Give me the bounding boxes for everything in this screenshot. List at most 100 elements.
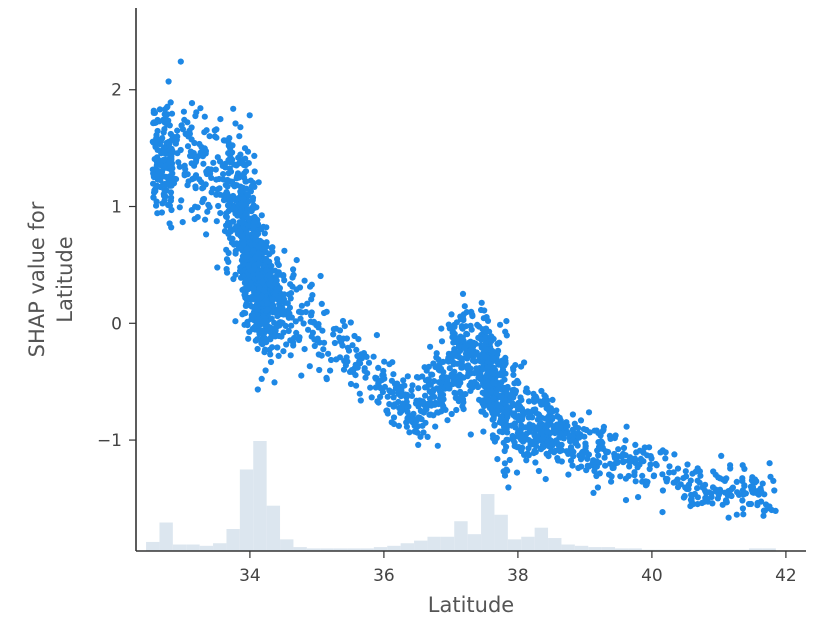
scatter-point [232,318,239,325]
scatter-point [525,398,533,405]
scatter-point [261,349,268,356]
scatter-point [437,389,444,396]
scatter-point [470,350,477,357]
scatter-point [712,471,719,478]
scatter-point [460,311,467,318]
scatter-point [444,417,451,424]
y-ticks: −1 0 1 2 [97,81,136,451]
scatter-point [225,202,232,209]
scatter-point [213,176,220,183]
scatter-point [320,346,327,353]
scatter-point [232,247,239,254]
scatter-point [504,467,511,474]
y-tick-label: −1 [97,431,122,451]
scatter-point [571,420,578,427]
scatter-point [331,339,338,347]
scatter-point [373,332,380,339]
scatter-point [467,431,474,438]
scatter-point [674,476,681,483]
scatter-point [233,240,240,247]
scatter-point [234,195,241,202]
scatter-point [182,130,189,138]
scatter-point [188,100,196,107]
scatter-point [480,342,487,349]
scatter-point [600,426,607,433]
scatter-point [509,364,517,371]
scatter-point [245,262,252,269]
scatter-point [242,277,249,284]
scatter-point [670,469,677,476]
scatter-point [496,339,503,346]
scatter-point [353,382,360,389]
scatter-point [187,148,194,155]
x-ticks: 34 36 38 40 42 [239,551,797,586]
scatter-point [309,329,316,336]
scatter-point [152,174,159,181]
scatter-point [585,409,593,416]
scatter-point [408,387,415,394]
scatter-point [435,400,442,408]
scatter-point [575,464,582,472]
scatter-point [485,382,492,389]
scatter-point [321,309,328,317]
scatter-point [249,314,257,321]
scatter-point [662,455,669,462]
scatter-point [653,462,660,469]
scatter-point [631,472,638,479]
scatter-point [336,327,344,334]
scatter-point [464,373,471,380]
x-tick-label: 36 [373,566,395,586]
scatter-point [666,463,673,470]
histogram-bar [387,545,401,551]
scatter-point [254,386,261,393]
scatter-point [390,394,397,401]
scatter-point [184,182,191,189]
scatter-point [766,460,773,467]
scatter-point [375,399,382,406]
scatter-point [244,191,251,198]
scatter-point [262,248,269,255]
scatter-point [662,475,670,482]
scatter-point [481,335,488,343]
scatter-point [390,414,398,421]
scatter-point [318,300,325,307]
scatter-point [469,311,476,318]
scatter-point [298,302,305,309]
scatter-point [262,367,269,374]
scatter-point [419,399,426,407]
histogram-bar [507,539,522,551]
scatter-point [149,138,156,145]
scatter-point [276,300,283,307]
scatter-point [266,346,273,353]
scatter-point [173,136,180,143]
scatter-point [166,220,173,227]
scatter-point [301,346,308,353]
scatter-point [494,456,501,463]
scatter-point [576,434,583,441]
scatter-point [427,343,434,350]
scatter-point [759,480,766,487]
scatter-point [646,465,653,473]
scatter-point [694,485,701,492]
scatter-point [243,245,251,252]
scatter-point [225,139,232,146]
scatter-point [272,273,279,280]
scatter-point [240,195,247,203]
scatter-point [683,485,690,492]
scatter-point [154,210,161,217]
scatter-point [233,162,240,169]
scatter-point [569,462,576,469]
scatter-point [263,267,270,274]
scatter-point [216,185,223,192]
scatter-point [285,314,292,321]
x-axis-label: Latitude [428,593,514,617]
scatter-point [620,444,628,452]
scatter-point [427,411,434,418]
scatter-point [635,494,642,501]
scatter-point [341,323,348,330]
scatter-point [162,112,169,119]
scatter-point [473,369,480,376]
scatter-point [181,116,188,123]
scatter-point [509,400,516,407]
